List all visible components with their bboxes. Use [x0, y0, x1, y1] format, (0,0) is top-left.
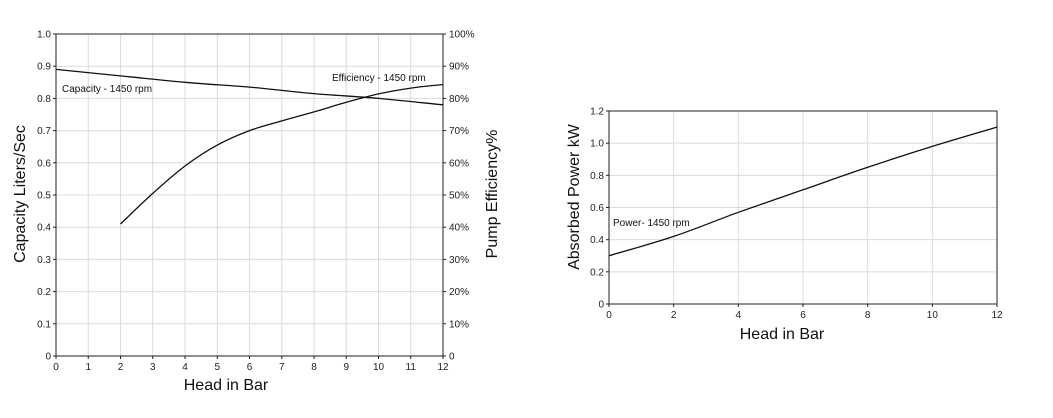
c2-y-axis-label: Absorbed Power kW — [566, 123, 583, 270]
y-tick-label: 0.6 — [590, 203, 604, 214]
y2-tick-label: 10% — [449, 319, 469, 330]
y2-tick-label: 20% — [449, 287, 469, 298]
power-series-line — [608, 126, 998, 257]
x-tick-label: 0 — [53, 362, 59, 373]
y-tick-label: 0.1 — [37, 319, 51, 330]
y2-tick-label: 40% — [449, 223, 469, 234]
x-tick-label: 0 — [606, 310, 612, 321]
y2-tick-label: 30% — [449, 255, 469, 266]
y2-tick-label: 100% — [449, 30, 475, 41]
x-tick-label: 4 — [182, 362, 188, 373]
y-tick-label: 0.2 — [37, 287, 51, 298]
x-tick-label: 8 — [865, 310, 871, 321]
c1-x-axis-label: Head in Bar — [184, 377, 269, 394]
c2-series-lines — [608, 126, 998, 257]
x-tick-label: 1 — [85, 362, 91, 373]
y-tick-label: 0.4 — [590, 235, 604, 246]
c2-y-tick-labels: 0 0.2 0.4 0.6 0.8 1.0 1.2 — [590, 107, 604, 311]
c1-x-tick-labels: 0 1 2 3 4 5 6 7 8 9 10 11 12 — [53, 362, 449, 373]
y2-tick-label: 90% — [449, 62, 469, 73]
x-tick-label: 2 — [671, 310, 677, 321]
x-tick-label: 9 — [343, 362, 349, 373]
y2-tick-label: 70% — [449, 126, 469, 137]
x-tick-label: 11 — [406, 362, 417, 373]
y-tick-label: 0.9 — [37, 62, 51, 73]
y-tick-label: 0.8 — [37, 94, 51, 105]
y2-tick-label: 0 — [449, 352, 455, 363]
x-tick-label: 5 — [214, 362, 220, 373]
x-tick-label: 4 — [736, 310, 742, 321]
x-tick-label: 10 — [373, 362, 385, 373]
y-tick-label: 0.8 — [590, 171, 604, 182]
y-tick-label: 0.7 — [37, 126, 51, 137]
y2-tick-label: 50% — [449, 191, 469, 202]
y-tick-label: 1.0 — [37, 30, 51, 41]
y2-tick-label: 80% — [449, 94, 469, 105]
x-tick-label: 12 — [437, 362, 449, 373]
c1-y-axis-label: Capacity Liters/Sec — [12, 125, 29, 263]
c2-plot-frame — [608, 110, 998, 305]
x-tick-label: 6 — [800, 310, 806, 321]
x-tick-label: 2 — [118, 362, 124, 373]
y-tick-label: 0.4 — [37, 223, 51, 234]
c1-series-lines — [55, 68, 444, 225]
y-tick-label: 0.2 — [590, 267, 604, 278]
y-tick-label: 1.2 — [590, 107, 604, 118]
x-tick-label: 8 — [311, 362, 317, 373]
efficiency-series-label: Efficiency - 1450 rpm — [332, 73, 426, 84]
absorbed-power-chart: 0 2 4 6 8 10 12 0 0.2 0.4 0.6 0.8 1.0 1.2 Power- 145… — [566, 107, 1003, 344]
x-tick-label: 10 — [927, 310, 939, 321]
c2-x-axis-label: Head in Bar — [740, 326, 825, 343]
y-tick-label: 0 — [45, 352, 51, 363]
power-series-label: Power- 1450 rpm — [613, 218, 690, 229]
capacity-efficiency-chart: 0 1 2 3 4 5 6 7 8 9 10 11 12 00.10.20.30.40.50.60.70… — [12, 30, 501, 395]
x-tick-label: 7 — [279, 362, 285, 373]
y2-tick-label: 60% — [449, 158, 469, 169]
c2-gridlines — [606, 110, 998, 307]
c1-y2-axis-label: Pump Efficiency% — [484, 130, 501, 259]
x-tick-label: 3 — [150, 362, 156, 373]
capacity-series-label: Capacity - 1450 rpm — [62, 84, 152, 95]
c2-x-tick-labels: 0 2 4 6 8 10 12 — [606, 310, 1003, 321]
y-tick-label: 0.5 — [37, 191, 51, 202]
c1-plot-frame — [55, 33, 444, 357]
c1-y2-tick-labels: 0 10% 20% 30% 40% 50% 60% 70% 80% 90% 100% — [449, 30, 475, 363]
efficiency-series-line — [120, 83, 444, 225]
c1-y-tick-labels: 0 0.1 0.2 0.3 0.4 0.5 0.6 0.7 0.8 0.9 1.0 — [37, 30, 51, 363]
y-tick-label: 0.6 — [37, 158, 51, 169]
x-tick-label: 12 — [991, 310, 1003, 321]
x-tick-label: 6 — [247, 362, 253, 373]
y-tick-label: 0.3 — [37, 255, 51, 266]
y-tick-label: 1.0 — [590, 139, 604, 150]
capacity-series-line — [55, 68, 444, 106]
y-tick-label: 0 — [598, 300, 604, 311]
